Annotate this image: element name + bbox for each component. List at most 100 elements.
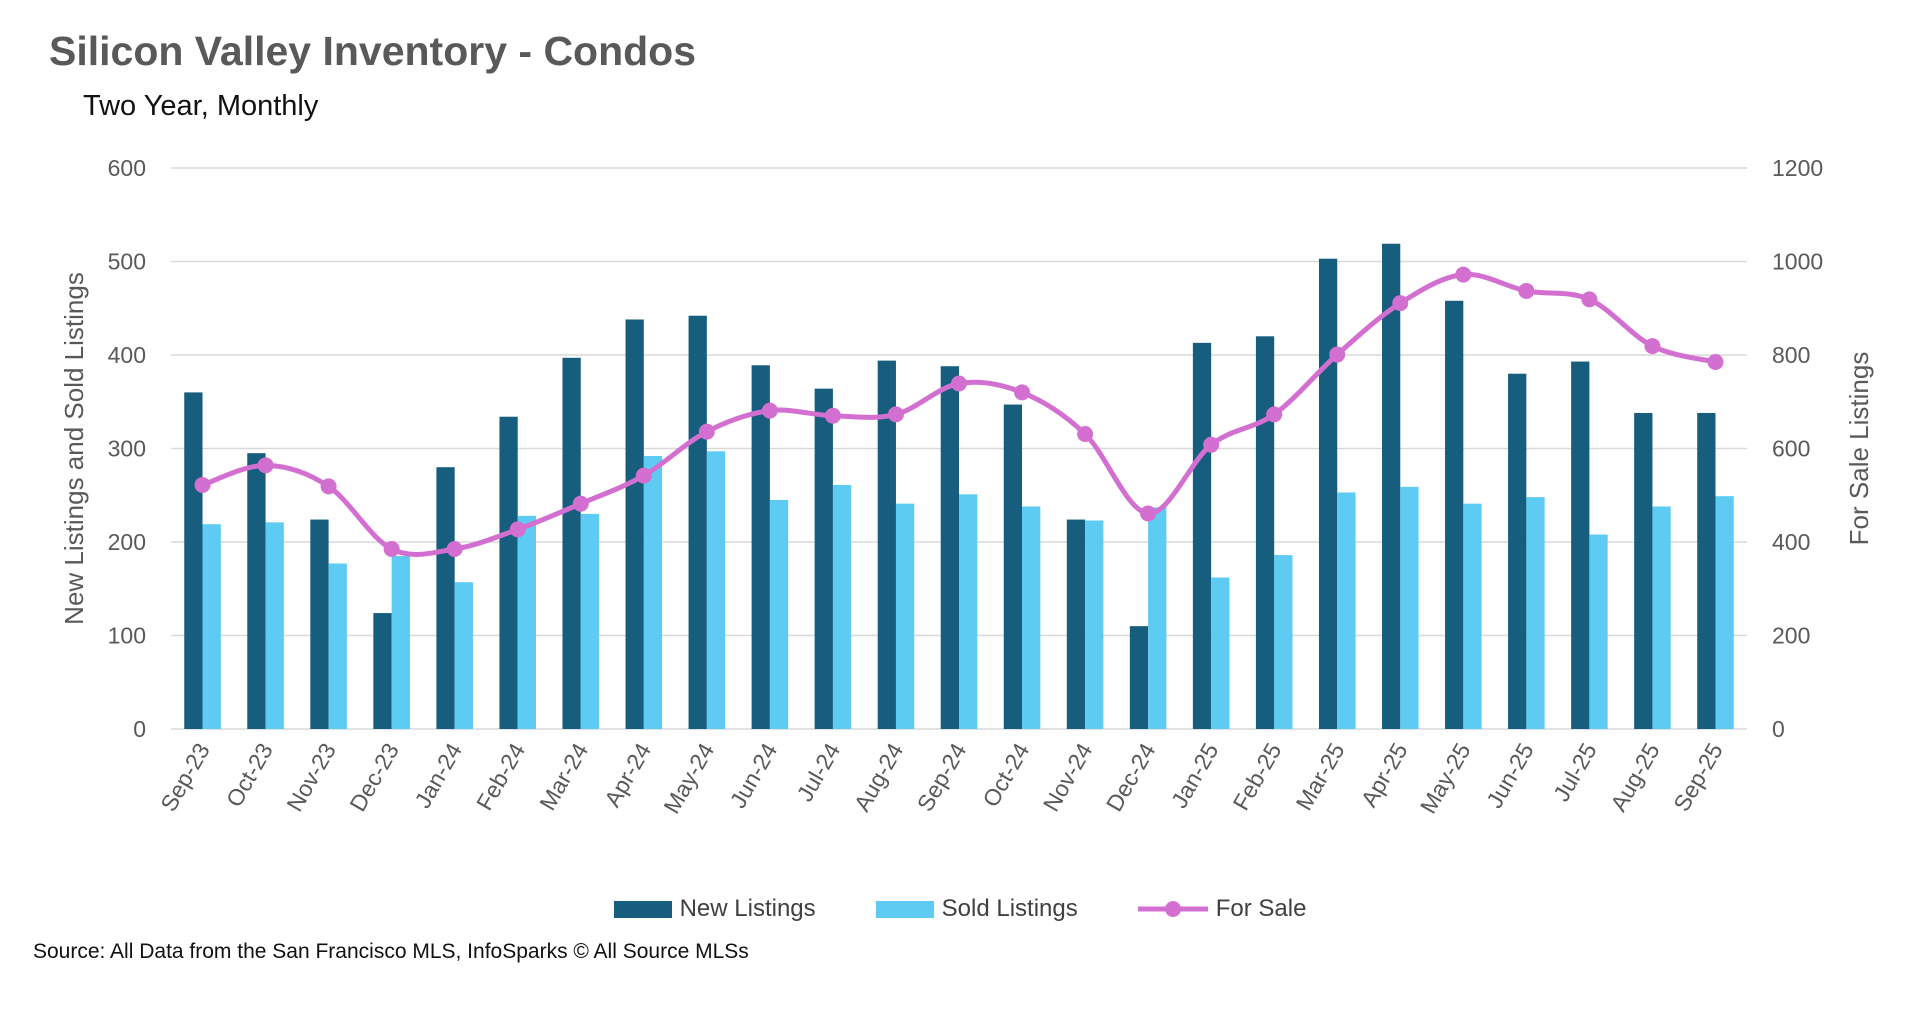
chart-subtitle: Two Year, Monthly	[83, 90, 319, 122]
bar-new-listings	[562, 357, 581, 729]
x-tick-label: Jul-25	[1548, 739, 1602, 806]
point-for-sale	[1455, 266, 1472, 283]
bar-new-listings	[877, 360, 896, 729]
bar-new-listings	[373, 613, 392, 729]
point-for-sale	[887, 406, 904, 423]
y-tick-label: 100	[108, 623, 146, 649]
y2-tick-label: 800	[1772, 342, 1810, 368]
point-for-sale	[1203, 436, 1220, 453]
y2-tick-label: 600	[1772, 436, 1810, 462]
point-for-sale	[1077, 426, 1094, 443]
legend-label: New Listings	[679, 895, 816, 922]
legend-item-sold-listings: Sold Listings	[875, 895, 1078, 923]
x-tick-label: Mar-25	[1291, 739, 1350, 815]
x-tick-label: Mar-24	[534, 738, 593, 814]
bar-sold-listings	[1085, 520, 1104, 729]
point-for-sale	[1644, 338, 1661, 355]
point-for-sale	[320, 478, 337, 495]
bar-new-listings	[814, 388, 833, 729]
x-tick-label: May-25	[1415, 739, 1476, 818]
y-tick-label: 600	[108, 155, 146, 181]
bar-new-listings	[1571, 361, 1590, 729]
y-tick-label: 0	[133, 716, 146, 742]
bar-new-listings	[1445, 300, 1464, 729]
bar-new-listings	[1192, 342, 1212, 729]
x-tick-label: Oct-23	[221, 739, 278, 812]
x-tick-label: Jan-25	[1166, 739, 1224, 813]
bar-new-listings	[1634, 412, 1653, 729]
point-for-sale	[257, 457, 274, 474]
y-tick-label: 200	[108, 529, 146, 555]
x-tick-label: Sep-24	[912, 738, 972, 815]
point-for-sale	[1518, 282, 1535, 299]
y2-tick-label: 400	[1772, 529, 1810, 555]
x-tick-label: Nov-23	[281, 739, 341, 816]
bar-sold-listings	[769, 499, 789, 729]
bar-new-listings	[940, 366, 959, 729]
point-for-sale	[1707, 354, 1724, 371]
x-tick-label: Sep-25	[1668, 739, 1728, 816]
x-tick-label: Dec-24	[1101, 738, 1161, 815]
x-tick-label: Jan-24	[409, 738, 467, 812]
bar-new-listings	[184, 392, 203, 729]
source-note: Source: All Data from the San Francisco …	[33, 940, 749, 963]
x-tick-label: Sep-23	[155, 739, 215, 816]
y-tick-label: 400	[108, 342, 146, 368]
legend-swatch	[875, 900, 934, 918]
x-tick-label: Jun-24	[725, 738, 783, 812]
point-for-sale	[1329, 346, 1346, 363]
legend-line-swatch	[1137, 901, 1208, 917]
bar-new-listings	[1255, 336, 1275, 729]
x-tick-label: Feb-24	[471, 738, 530, 814]
y-tick-label: 500	[108, 249, 146, 275]
point-for-sale	[635, 467, 652, 484]
bar-sold-listings	[1337, 492, 1356, 729]
point-for-sale	[951, 375, 967, 392]
point-for-sale	[1014, 384, 1031, 401]
bar-new-listings	[499, 416, 518, 729]
point-for-sale	[1581, 291, 1598, 308]
bar-sold-listings	[1274, 555, 1293, 729]
bar-sold-listings	[1715, 496, 1734, 729]
bar-new-listings	[751, 365, 770, 729]
legend-swatch	[613, 900, 672, 918]
bar-sold-listings	[454, 582, 473, 729]
y2-tick-label: 200	[1772, 623, 1810, 649]
legend-item-for-sale: For Sale	[1137, 895, 1307, 923]
y2-tick-label: 0	[1772, 716, 1785, 742]
y2-tick-label: 1000	[1772, 249, 1823, 275]
legend-label: For Sale	[1215, 895, 1307, 922]
bar-sold-listings	[391, 556, 410, 729]
bar-sold-listings	[1652, 506, 1671, 729]
point-for-sale	[1392, 295, 1409, 312]
point-for-sale	[446, 541, 463, 558]
bar-sold-listings	[1022, 506, 1041, 729]
bar-new-listings	[1066, 519, 1086, 729]
point-for-sale	[824, 407, 841, 424]
bar-sold-listings	[895, 503, 915, 729]
bar-sold-listings	[1211, 577, 1230, 729]
x-tick-label: Nov-24	[1038, 738, 1098, 815]
point-for-sale	[761, 402, 778, 419]
bar-sold-listings	[202, 524, 221, 729]
bar-sold-listings	[1148, 507, 1167, 729]
point-for-sale	[572, 495, 589, 512]
bar-sold-listings	[959, 494, 978, 729]
x-tick-label: Aug-25	[1605, 739, 1665, 816]
y-tick-label: 300	[108, 436, 146, 462]
bar-new-listings	[1129, 626, 1149, 729]
bar-sold-listings	[517, 515, 537, 729]
legend-item-new-listings: New Listings	[613, 895, 816, 923]
y2-axis-label: For Sale Listings	[1844, 352, 1874, 546]
chart-title: Silicon Valley Inventory - Condos	[49, 28, 697, 74]
point-for-sale	[1140, 505, 1157, 522]
bar-sold-listings	[643, 455, 663, 729]
x-tick-label: Apr-25	[1356, 739, 1413, 812]
bar-new-listings	[1508, 373, 1527, 729]
point-for-sale	[383, 541, 400, 558]
point-for-sale	[698, 423, 715, 440]
bar-sold-listings	[1463, 503, 1482, 729]
legend: New Listings Sold Listings For Sale	[0, 895, 1920, 923]
x-tick-label: Jun-25	[1481, 739, 1539, 813]
x-tick-label: Apr-24	[599, 738, 656, 811]
